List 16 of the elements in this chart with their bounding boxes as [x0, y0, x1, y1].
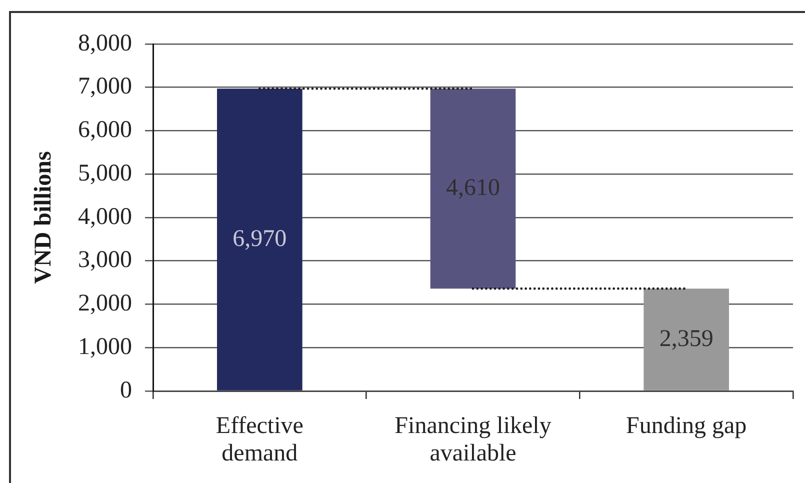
y-tick-label: 6,000	[78, 117, 132, 144]
y-axis-title: VND billions	[30, 151, 57, 284]
y-tick-label: 2,000	[78, 290, 132, 317]
y-tick-label: 7,000	[78, 74, 132, 100]
y-tick-label: 1,000	[78, 334, 132, 360]
y-tick-label: 5,000	[78, 160, 132, 186]
y-tick-label: 8,000	[78, 30, 132, 56]
y-tick-label: 0	[120, 377, 132, 404]
y-tick-label: 3,000	[78, 247, 132, 274]
data-label: 4,610	[446, 174, 500, 201]
data-label: 2,359	[659, 326, 714, 352]
x-tick-label: Financing likely available	[394, 413, 552, 467]
x-tick-label: Funding gap	[626, 413, 747, 440]
x-tick-label: Effective demand	[216, 413, 304, 467]
data-label: 6,970	[232, 226, 287, 252]
y-tick-label: 4,000	[78, 204, 132, 230]
